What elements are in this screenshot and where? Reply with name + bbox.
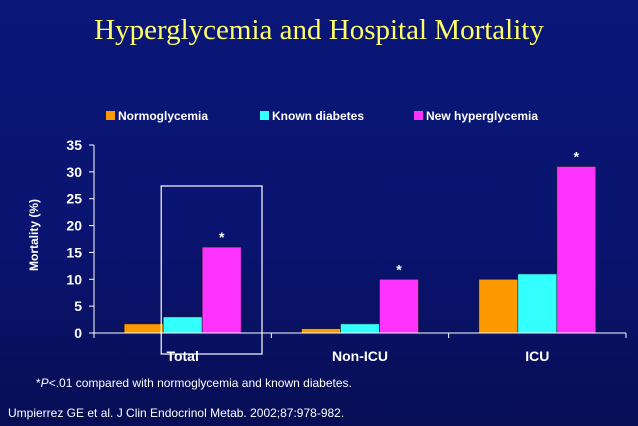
footnote-text: <.01 compared with normoglycemia and kno… — [48, 376, 352, 390]
bar — [340, 323, 380, 334]
legend-label: Normoglycemia — [118, 109, 208, 123]
bar — [379, 278, 419, 334]
bars: * * * — [123, 148, 597, 355]
x-tick-label: Total — [166, 348, 198, 364]
y-tick-label: 15 — [66, 244, 82, 260]
bar — [517, 273, 558, 334]
footnote-italic: P — [40, 376, 49, 390]
bar — [301, 328, 341, 334]
bar — [478, 278, 519, 334]
bar — [556, 166, 597, 334]
bar — [201, 246, 242, 334]
x-tick-label: ICU — [525, 348, 549, 364]
legend-swatch — [260, 111, 269, 120]
y-tick-label: 10 — [66, 271, 82, 287]
y-tick-label: 20 — [66, 218, 82, 234]
x-tick-label: Non-ICU — [332, 348, 388, 364]
citation: Umpierrez GE et al. J Clin Endocrinol Me… — [8, 406, 345, 420]
bar — [162, 316, 203, 334]
y-tick-label: 0 — [74, 325, 82, 341]
significance-marker: * — [219, 229, 225, 245]
y-tick-label: 5 — [74, 298, 82, 314]
legend-swatch — [414, 111, 423, 120]
footnote: *P<.01 compared with normoglycemia and k… — [36, 376, 352, 390]
bar — [123, 323, 164, 334]
highlight-box — [160, 185, 263, 355]
legend-label: New hyperglycemia — [426, 109, 538, 123]
y-tick-label: 30 — [66, 164, 82, 180]
legend-swatch — [106, 111, 115, 120]
y-axis-label: Mortality (%) — [27, 199, 41, 271]
footnote-prefix: * — [36, 376, 41, 390]
legend-label: Known diabetes — [272, 109, 364, 123]
y-axis: 0 5 10 15 20 25 30 35 — [66, 137, 95, 341]
significance-marker: * — [574, 148, 580, 164]
significance-marker: * — [396, 261, 402, 277]
x-axis: Total Non-ICU ICU — [93, 332, 627, 364]
y-tick-label: 35 — [66, 137, 82, 153]
legend: Normoglycemia Known diabetes New hyperglyc… — [106, 109, 538, 123]
y-tick-label: 25 — [66, 191, 82, 207]
slide-title: Hyperglycemia and Hospital Mortality — [94, 14, 544, 46]
